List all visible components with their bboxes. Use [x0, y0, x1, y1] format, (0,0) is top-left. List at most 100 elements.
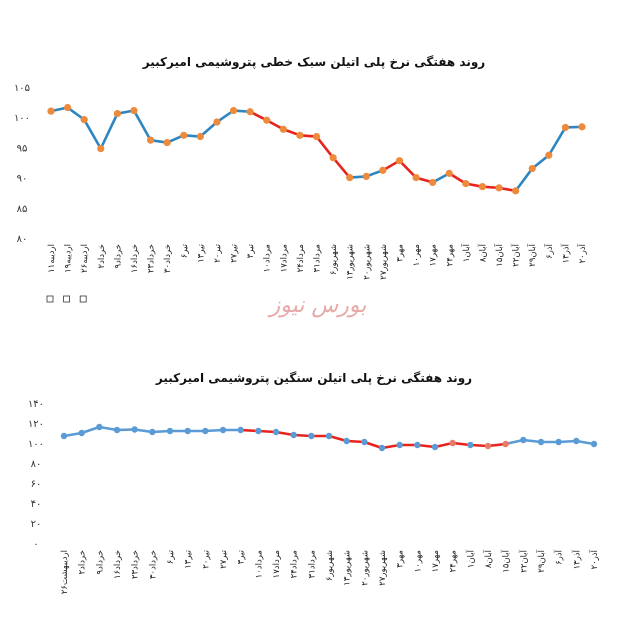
- chart-2-data-point: [537, 438, 545, 446]
- chart-1-x-tick-label: ۱۳تیر: [196, 243, 206, 262]
- chart-2-x-tick-label: ۱۳آذر: [570, 549, 582, 569]
- chart-1-x-tick-label: ۲۰تیر: [213, 243, 223, 262]
- chart-2-series-points: [60, 423, 598, 452]
- chart-2-data-point: [78, 429, 85, 437]
- chart-2-data-point: [308, 432, 315, 440]
- chart-2-data-point: [573, 437, 580, 445]
- chart-1-x-tick-label: ۱۷مهر: [429, 244, 439, 266]
- chart-2-x-tick-label: ۳۱مرداد: [307, 550, 317, 578]
- chart-1-y-tick-label: ۹۵: [17, 143, 28, 154]
- chart-2-x-tick-label: ۱۳شهریور: [343, 550, 353, 586]
- chart-2-x-axis: ۲۶اردیبهشت ۲خرداد ۹خرداد ۱۶خرداد ۲۳خرداد ۳۰خر…: [60, 549, 600, 594]
- chart-1-data-point: [312, 132, 321, 141]
- chart-1-x-tick-label: ۱۳شهریور: [346, 244, 356, 280]
- chart-2-x-tick-label: ۲۶اردیبهشت: [60, 550, 70, 594]
- chart-1-line-segment: [547, 126, 567, 157]
- chart-1-y-axis: ۸۰ ۸۵ ۹۰ ۹۵ ۱۰۰ ۱۰۵: [14, 83, 30, 245]
- chart-1-x-tick-label: ۲خرداد: [97, 244, 107, 268]
- chart-1-data-point: [362, 172, 370, 180]
- chart-2-x-tick-label: ۲۲آبان: [517, 549, 529, 572]
- chart-2-x-tick-label: ۲۰تیر: [201, 549, 211, 568]
- chart-1-data-point: [346, 174, 354, 182]
- chart-1-x-tick-label: ۳مهر: [395, 244, 405, 262]
- chart-1-line-segment: [514, 167, 534, 193]
- chart-1-line-segment: [199, 120, 219, 138]
- chart-2-data-point: [166, 427, 174, 435]
- chart-2-data-point: [113, 426, 121, 434]
- chart-2-data-point: [467, 441, 474, 449]
- chart-1-data-point: [429, 178, 437, 187]
- chart-1-x-tick-label: ۱آبان: [460, 243, 472, 262]
- chart-2-data-point: [520, 436, 527, 444]
- chart-1-linear-low-density-polyethylene: روند هفتگی نرخ پلی اتیلن سبک خطی پتروشیم…: [14, 55, 588, 303]
- chart-1-x-label-box-icon: [46, 295, 54, 303]
- chart-2-x-tick-label: ۲۷شهریور: [378, 550, 388, 586]
- chart-1-x-tick-label: ۱۰مهر: [412, 244, 422, 266]
- chart-2-x-tick-label: ۲۴مرداد: [290, 550, 300, 578]
- chart-2-data-point: [502, 440, 509, 448]
- chart-1-x-tick-label: ۲۹آبان: [526, 243, 538, 266]
- chart-1-x-label-box-icon: [79, 295, 87, 303]
- chart-2-data-point: [184, 427, 191, 435]
- chart-1-data-point: [379, 166, 387, 174]
- chart-1-x-axis: ۱۱اردیبه ۱۹اردیبه ۲۶اردیبه ۲خرداد ۹خرداد ۱۶خر…: [46, 243, 588, 303]
- chart-1-x-tick-label: ۳۱مرداد: [313, 244, 323, 272]
- chart-2-x-tick-label: ۱۰مهر: [413, 550, 423, 572]
- chart-2-y-tick-label: ۰: [33, 539, 38, 550]
- chart-1-x-tick-label: ۱۵آبان: [493, 243, 505, 266]
- chart-1-x-tick-label: ۶شهریور: [329, 244, 339, 275]
- chart-1-data-point: [545, 151, 553, 159]
- chart-2-x-tick-label: ۱۰مرداد: [254, 550, 264, 578]
- chart-1-data-point: [495, 184, 503, 192]
- chart-1-y-tick-label: ۱۰۰: [14, 113, 30, 124]
- chart-1-data-point: [246, 108, 254, 116]
- chart-1-data-point: [528, 164, 536, 173]
- chart-1-y-tick-label: ۱۰۵: [14, 83, 30, 94]
- chart-2-data-point: [449, 439, 456, 447]
- chart-1-line-segment: [398, 159, 418, 179]
- chart-2-data-point: [325, 432, 333, 440]
- chart-2-high-density-polyethylene: روند هفتگی نرخ پلی اتیلن سنگین پتروشیمی …: [28, 371, 600, 594]
- chart-1-line-segment: [99, 112, 119, 150]
- chart-1-data-point: [213, 118, 221, 126]
- chart-1-line-segment: [331, 156, 351, 179]
- chart-2-y-tick-label: ۸۰: [31, 459, 42, 470]
- chart-2-x-tick-label: ۲۰شهریور: [360, 550, 370, 586]
- chart-1-x-tick-label: ۳تیر: [246, 243, 256, 258]
- chart-1-data-point: [296, 131, 304, 139]
- chart-1-x-tick-label: ۲۰شهریور: [362, 244, 372, 280]
- chart-1-y-tick-label: ۸۰: [17, 234, 28, 245]
- chart-2-y-tick-label: ۲۰: [31, 519, 42, 530]
- chart-2-x-tick-label: ۲۰آذر: [588, 549, 600, 569]
- chart-2-x-tick-label: ۱۳تیر: [184, 549, 194, 568]
- chart-2-data-point: [131, 426, 138, 433]
- chart-2-data-point: [361, 438, 368, 446]
- chart-2-x-tick-label: ۶آذر: [553, 549, 565, 564]
- chart-2-data-point: [343, 437, 350, 445]
- chart-2-y-tick-label: ۱۰۰: [28, 439, 44, 450]
- chart-2-x-tick-label: ۱۷مرداد: [272, 550, 282, 578]
- chart-2-data-point: [237, 426, 244, 434]
- chart-1-x-tick-label: ۱۶خرداد: [130, 244, 140, 273]
- chart-1-data-point: [97, 145, 105, 153]
- chart-1-x-tick-label: ۶آذر: [543, 243, 555, 258]
- chart-1-data-point: [196, 132, 204, 141]
- chart-1-series-points: [47, 103, 586, 195]
- chart-1-x-tick-label: ۹خرداد: [113, 244, 123, 268]
- chart-2-x-tick-label: ۱آبان: [464, 549, 476, 568]
- chart-1-line-segment: [132, 109, 152, 142]
- chart-1-x-tick-label: ۲۴مرداد: [296, 244, 306, 272]
- chart-2-data-point: [96, 423, 103, 431]
- chart-1-data-point: [130, 106, 138, 115]
- chart-2-x-tick-label: ۲۳خرداد: [131, 550, 141, 579]
- chart-1-data-point: [462, 180, 470, 188]
- chart-1-x-tick-label: ۲۳خرداد: [147, 244, 157, 273]
- chart-2-title: روند هفتگی نرخ پلی اتیلن سنگین پتروشیمی …: [155, 371, 472, 386]
- chart-2-x-tick-label: ۱۷مهر: [431, 550, 441, 572]
- chart-1-data-point: [80, 116, 88, 124]
- chart-2-x-tick-label: ۲۷تیر: [219, 549, 229, 568]
- chart-2-x-tick-label: ۲خرداد: [78, 550, 88, 574]
- chart-2-x-tick-label: ۱۵آبان: [500, 549, 512, 572]
- chart-1-data-point: [180, 131, 188, 139]
- chart-2-data-point: [272, 428, 280, 436]
